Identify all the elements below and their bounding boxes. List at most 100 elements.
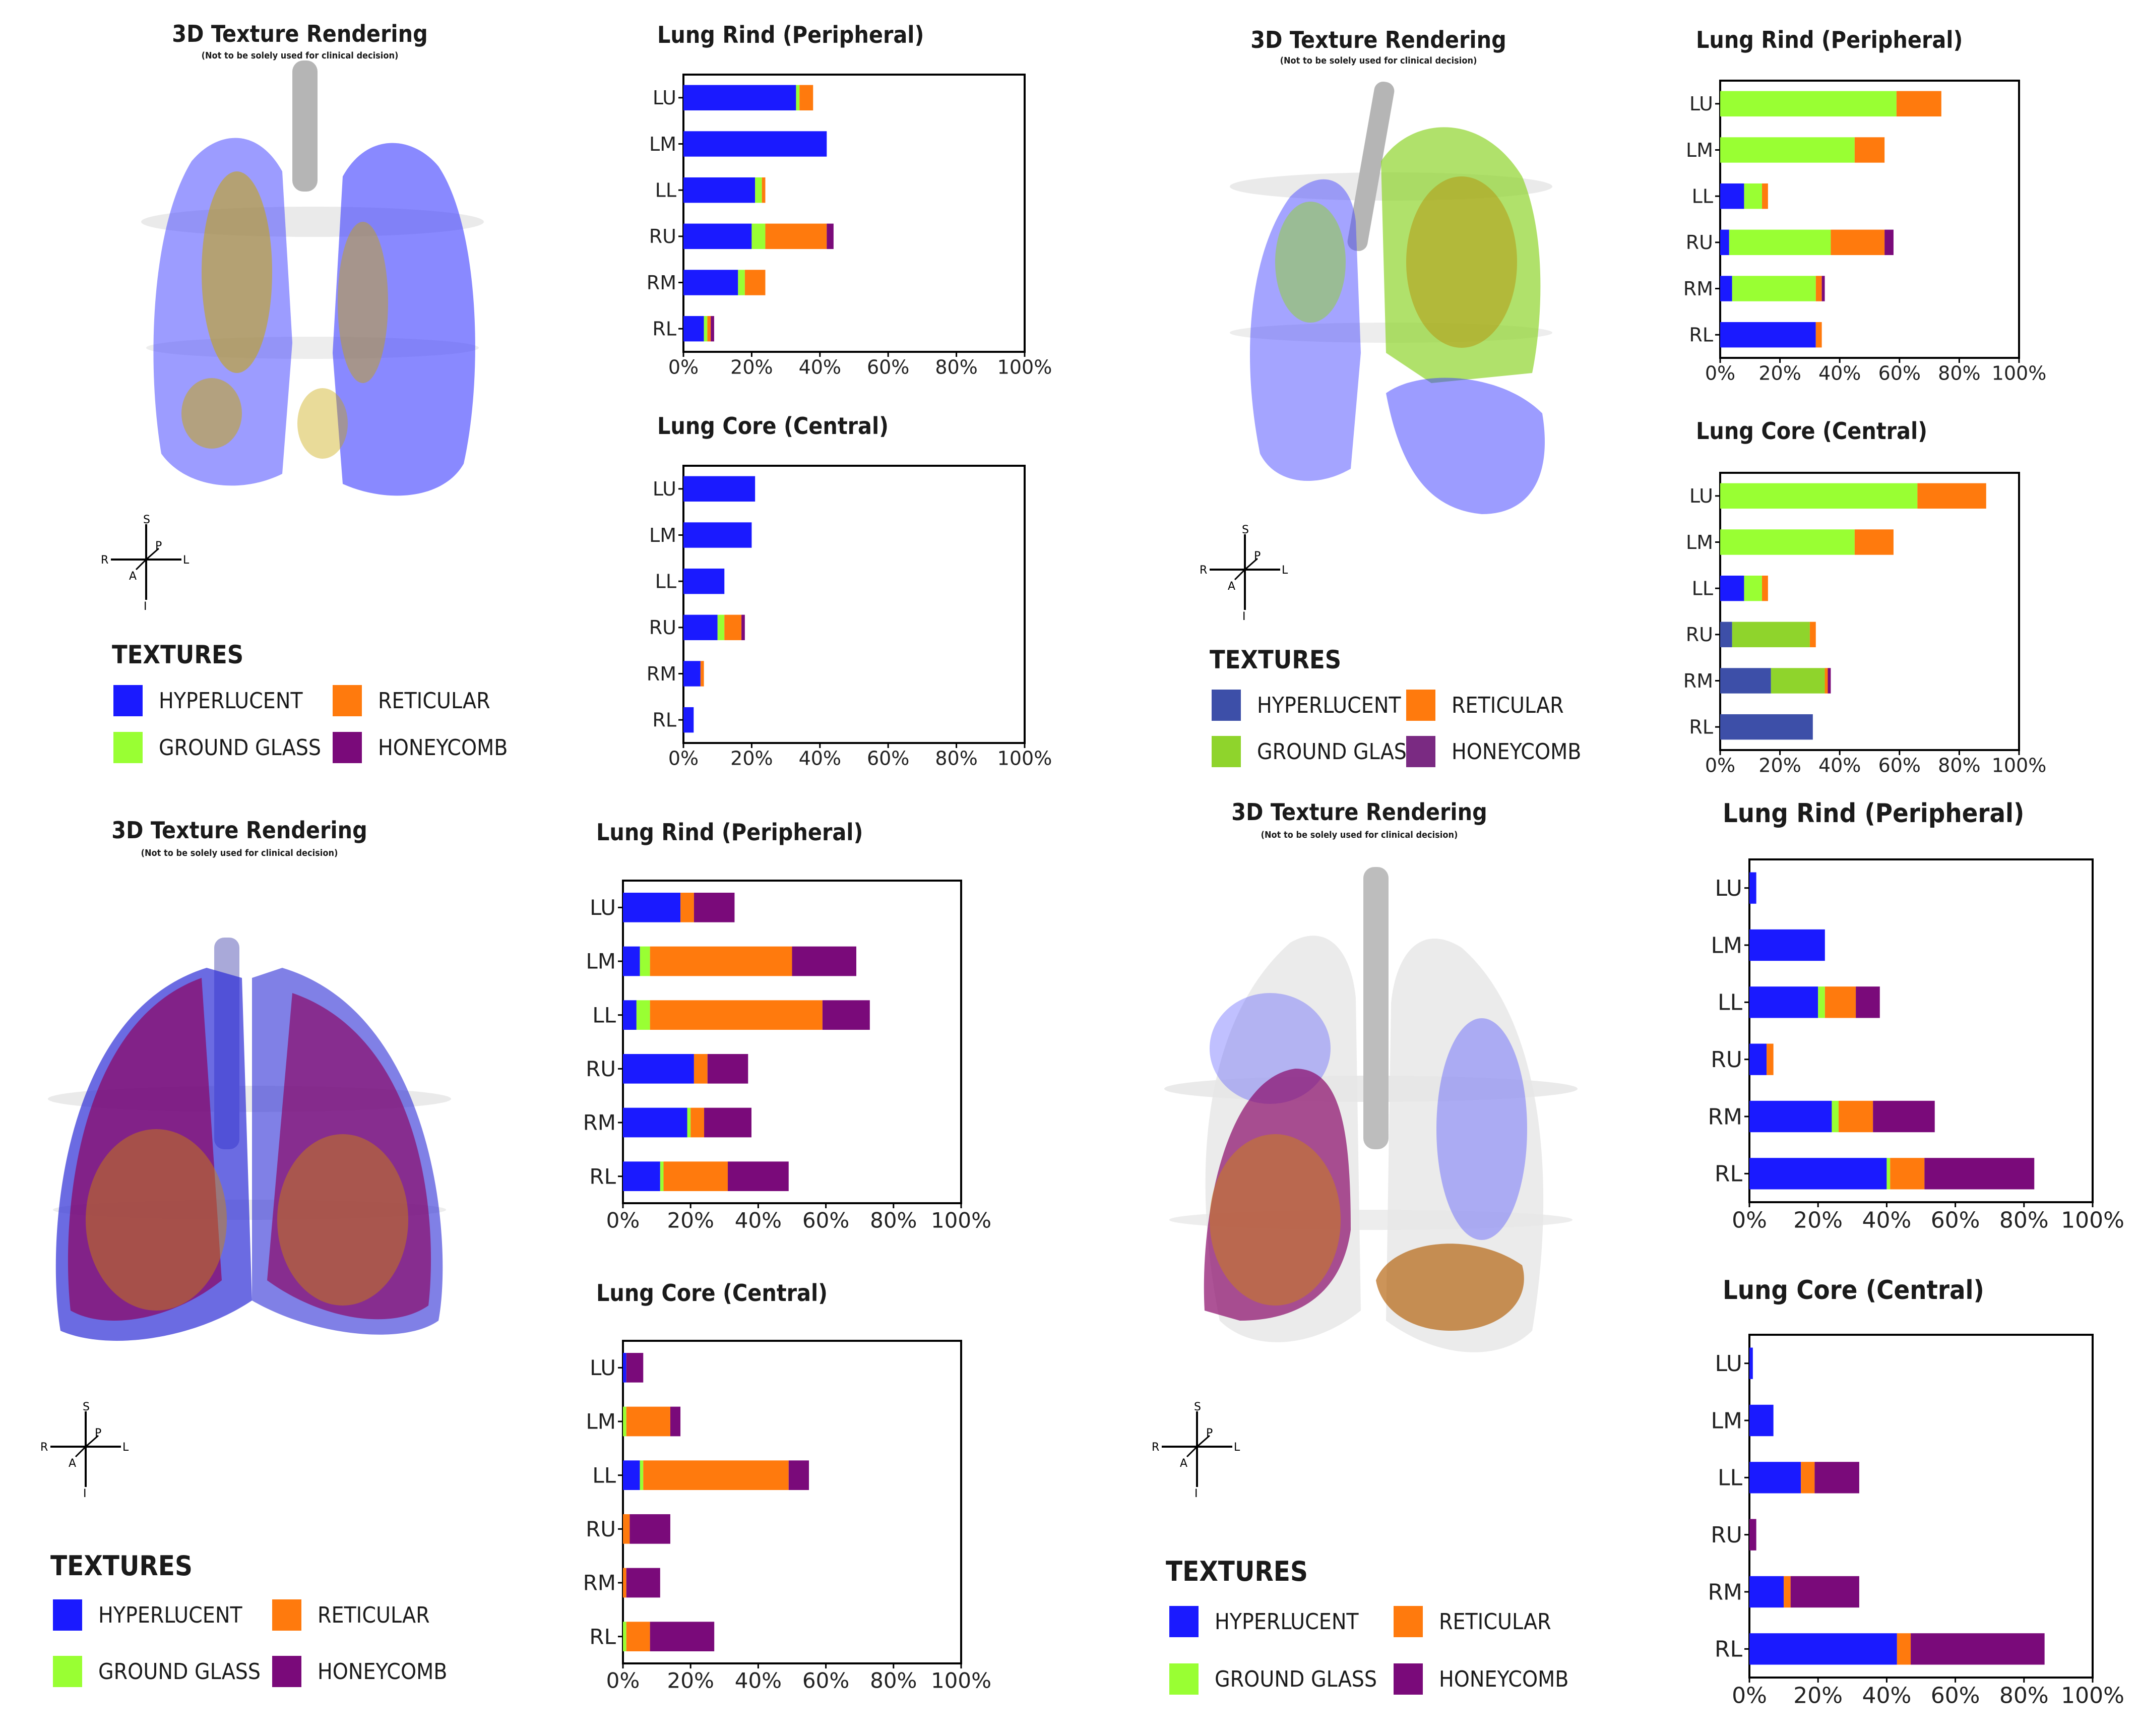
compass-l-label: L — [183, 554, 190, 567]
legend-label: HYPERLUCENT — [1215, 1608, 1359, 1635]
bar-segment — [1831, 229, 1885, 256]
bar-segment — [623, 1406, 626, 1437]
bar-segment — [1896, 91, 1941, 117]
compass-s-label: S — [1242, 524, 1249, 536]
legend-item-ground-glass: GROUND GLASS — [53, 1656, 261, 1687]
bar-segment — [1749, 1462, 1801, 1494]
y-tick-label: LL — [1718, 1465, 1743, 1491]
lung-3d-rendering — [141, 60, 484, 496]
plot-frame — [622, 880, 962, 1204]
bar-segment — [683, 270, 738, 295]
bar-segment — [636, 1000, 650, 1030]
plot-frame — [682, 465, 1026, 744]
bar-segment — [1749, 1100, 1832, 1133]
compass-l-label: L — [1234, 1441, 1240, 1454]
y-tick-label: LU — [1715, 876, 1742, 901]
bar-segment — [690, 1107, 705, 1138]
x-tick-label: 40% — [1862, 1683, 1912, 1709]
y-tick-label: RL — [1715, 1161, 1743, 1187]
x-tick-label: 20% — [1758, 362, 1801, 385]
bar-segment — [1762, 575, 1768, 601]
bar-segment — [1815, 322, 1822, 348]
legend-label: HONEYCOMB — [378, 734, 508, 761]
y-tick-label: RM — [583, 1110, 616, 1135]
bar-segment — [700, 661, 704, 687]
bar-segment — [1828, 668, 1831, 694]
legend-item-reticular: RETICULAR — [333, 685, 490, 716]
legend-item-reticular: RETICULAR — [1394, 1606, 1551, 1637]
legend-swatch — [1169, 1663, 1199, 1695]
legend-swatch — [1169, 1606, 1199, 1637]
render-title: 3D Texture Rendering — [111, 817, 367, 844]
bar-segment — [623, 1568, 626, 1598]
bar-segment — [1809, 622, 1816, 648]
x-tick-label: 100% — [997, 356, 1052, 379]
y-tick-label: RL — [1715, 1637, 1743, 1662]
y-tick-label: RU — [1686, 231, 1713, 254]
bar-segment — [683, 661, 701, 687]
x-tick-label: 60% — [1931, 1208, 1980, 1233]
legend-item-hyperlucent: HYPERLUCENT — [53, 1599, 242, 1631]
compass-p-label: P — [1206, 1427, 1213, 1440]
bar-segment — [623, 1514, 630, 1544]
compass-r-label: R — [40, 1441, 48, 1454]
bar-segment — [796, 85, 800, 111]
compass-r-label: R — [1200, 564, 1207, 577]
bar-segment — [1720, 276, 1732, 301]
bar-segment — [694, 1054, 708, 1084]
y-tick-label: LL — [592, 1463, 616, 1487]
bar-segment — [626, 1622, 650, 1651]
bar-segment — [788, 1460, 809, 1490]
legend-item-honeycomb: HONEYCOMB — [1394, 1663, 1568, 1695]
legend-label: RETICULAR — [318, 1602, 430, 1628]
legend-swatch — [1406, 690, 1435, 721]
legend-swatch — [272, 1599, 301, 1631]
bar-segment — [1924, 1158, 2035, 1190]
bar-segment — [683, 476, 756, 502]
render-subtitle: (Not to be solely used for clinical deci… — [141, 848, 338, 858]
bar-segment — [1854, 529, 1894, 555]
y-tick-label: RL — [652, 318, 676, 340]
x-tick-label: 100% — [931, 1668, 991, 1693]
bar-segment — [626, 1406, 670, 1437]
bar-segment — [1749, 1519, 1756, 1551]
bar-segment — [1917, 483, 1986, 509]
y-tick-label: RU — [1711, 1047, 1742, 1073]
bar-segment — [1720, 229, 1729, 256]
bar-segment — [623, 1000, 637, 1030]
bar-segment — [650, 1000, 823, 1030]
render-title: 3D Texture Rendering — [1250, 26, 1506, 53]
legend-item-reticular: RETICULAR — [272, 1599, 430, 1631]
y-tick-label: LU — [1689, 93, 1713, 115]
legend-item-ground-glass: GROUND GLASS — [113, 732, 321, 763]
orientation-compass: S I R L A P — [40, 1401, 129, 1497]
legend-title: TEXTURES — [1166, 1556, 1308, 1587]
bar-segment — [1720, 575, 1744, 601]
bar-segment — [623, 893, 681, 922]
x-tick-label: 20% — [730, 356, 773, 379]
bar-segment — [1744, 575, 1763, 601]
bar-segment — [623, 1054, 694, 1084]
y-tick-label: LM — [1711, 1408, 1742, 1434]
bar-segment — [1749, 1158, 1887, 1190]
x-tick-label: 80% — [935, 748, 977, 770]
compass-l-label: L — [122, 1441, 129, 1454]
x-tick-label: 20% — [667, 1208, 714, 1232]
y-tick-label: LL — [1718, 990, 1743, 1016]
x-tick-label: 20% — [1758, 755, 1801, 777]
bar-segment — [683, 223, 752, 250]
y-tick-label: LU — [590, 895, 616, 920]
bar-segment — [1720, 137, 1855, 163]
chart-title: Lung Rind (Peripheral) — [1723, 798, 2025, 829]
y-tick-label: RU — [586, 1517, 616, 1541]
legend-title: TEXTURES — [112, 640, 244, 669]
y-tick-label: LL — [1692, 185, 1713, 207]
bar-segment — [1749, 872, 1756, 904]
bar-segment — [707, 1054, 748, 1084]
legend-swatch — [333, 685, 362, 716]
bar-segment — [1784, 1576, 1791, 1608]
bar-segment — [683, 614, 718, 641]
chart-title: Lung Core (Central) — [596, 1279, 828, 1307]
